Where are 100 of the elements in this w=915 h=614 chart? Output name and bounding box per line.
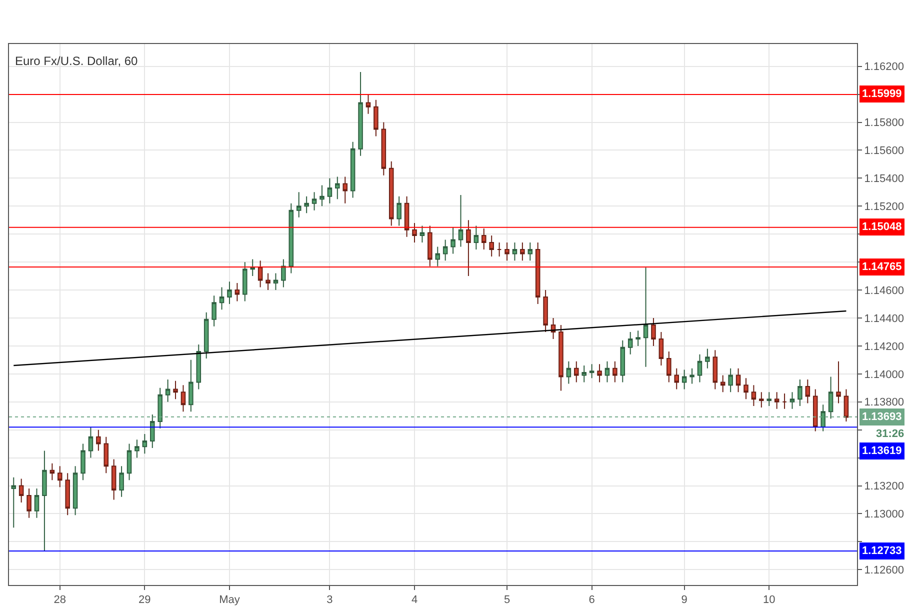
candlestick bbox=[250, 258, 255, 277]
candlestick bbox=[173, 380, 178, 400]
y-tick-label: 1.15200 bbox=[864, 201, 904, 214]
candlestick bbox=[342, 176, 348, 204]
candlestick bbox=[304, 196, 309, 214]
x-tick-label: May bbox=[219, 594, 240, 606]
candlestick bbox=[374, 99, 378, 137]
candlestick bbox=[34, 488, 40, 518]
candlestick bbox=[643, 267, 648, 368]
candlestick bbox=[682, 369, 687, 390]
candlestick bbox=[790, 392, 795, 410]
y-tick-label: 1.14200 bbox=[864, 340, 904, 353]
candlestick bbox=[165, 379, 170, 402]
candlestick bbox=[466, 220, 471, 277]
candlestick bbox=[658, 331, 664, 366]
candlestick bbox=[26, 488, 32, 518]
y-tick-label: 1.14000 bbox=[864, 368, 904, 381]
candlestick bbox=[327, 178, 332, 204]
candlestick bbox=[612, 360, 618, 383]
candlestick bbox=[481, 228, 486, 250]
candlestick bbox=[636, 330, 640, 346]
candlestick bbox=[651, 317, 656, 346]
candlestick bbox=[674, 368, 679, 390]
candlestick bbox=[666, 351, 672, 383]
candlestick bbox=[574, 360, 579, 383]
candlestick bbox=[805, 379, 810, 404]
candlestick bbox=[288, 202, 294, 274]
ref-line-label: 1.14765 bbox=[862, 261, 902, 273]
candlestick bbox=[728, 368, 733, 393]
candlestick bbox=[196, 344, 202, 390]
candlestick bbox=[543, 290, 548, 332]
candlestick bbox=[18, 478, 24, 504]
candlestick bbox=[705, 348, 710, 369]
candlestick bbox=[435, 246, 440, 267]
candlestick bbox=[504, 242, 510, 262]
candlestick bbox=[65, 472, 70, 516]
candlestick bbox=[296, 192, 302, 218]
candlestick bbox=[396, 196, 402, 226]
candlestick bbox=[404, 196, 410, 238]
candlestick bbox=[512, 242, 518, 262]
text: Euro Fx/U.S. Dollar, 60 bbox=[15, 54, 138, 68]
candlestick bbox=[158, 387, 162, 429]
candlestick bbox=[450, 226, 456, 254]
candlestick bbox=[358, 71, 363, 156]
candlestick bbox=[828, 376, 834, 420]
y-tick-label: 1.15800 bbox=[864, 117, 904, 130]
candlestick bbox=[219, 286, 224, 310]
candlestick bbox=[712, 350, 718, 390]
candlestick bbox=[104, 436, 109, 474]
candlestick bbox=[844, 388, 849, 422]
candlestick bbox=[119, 466, 124, 498]
x-tick-label: 29 bbox=[138, 594, 151, 606]
candlestick bbox=[535, 242, 540, 305]
candlestick bbox=[751, 384, 756, 407]
x-tick-label: 28 bbox=[54, 594, 66, 606]
candlestick bbox=[489, 235, 494, 257]
candlestick bbox=[697, 354, 702, 383]
x-tick-label: 4 bbox=[411, 594, 418, 606]
candlestick bbox=[242, 262, 248, 302]
candlestick bbox=[320, 184, 324, 207]
candlestick bbox=[604, 360, 610, 383]
candlestick bbox=[558, 324, 564, 392]
candlestick bbox=[620, 340, 626, 383]
candlestick bbox=[836, 360, 841, 404]
y-tick-label: 1.12600 bbox=[864, 564, 904, 576]
candlestick bbox=[428, 225, 432, 267]
text: 31:26 bbox=[876, 428, 904, 440]
candlestick bbox=[774, 392, 780, 410]
candlestick bbox=[812, 388, 818, 432]
ref-line-label: 1.13693 bbox=[862, 411, 902, 423]
candlestick bbox=[388, 160, 394, 226]
candlestick bbox=[150, 414, 155, 448]
candlestick bbox=[281, 258, 286, 288]
y-tick-label: 1.14400 bbox=[864, 312, 904, 325]
candlestick bbox=[227, 281, 232, 305]
candlestick bbox=[258, 260, 263, 288]
y-tick-label: 1.15400 bbox=[864, 173, 904, 186]
candlestick bbox=[736, 368, 741, 393]
candlestick bbox=[180, 384, 186, 412]
candlestick bbox=[474, 225, 479, 250]
ref-line-label: 1.15048 bbox=[862, 221, 902, 233]
candlestick bbox=[204, 312, 209, 360]
candlestick bbox=[720, 374, 726, 393]
candlestick bbox=[212, 295, 216, 327]
candlestick bbox=[111, 458, 116, 500]
candlestick bbox=[96, 429, 101, 452]
candlestick bbox=[496, 242, 502, 257]
candlestick bbox=[520, 242, 525, 262]
candlestick bbox=[57, 466, 62, 488]
candlestick bbox=[142, 434, 148, 454]
candlestick bbox=[80, 443, 86, 481]
candlestick bbox=[72, 466, 78, 516]
ref-line-label: 1.15999 bbox=[862, 88, 902, 100]
candlestick bbox=[744, 378, 748, 400]
candlestick bbox=[458, 194, 464, 248]
candlestick bbox=[381, 122, 386, 176]
y-tick-label: 1.13800 bbox=[864, 396, 904, 409]
candlestick bbox=[782, 392, 787, 410]
candlestick bbox=[50, 462, 55, 481]
candlestick bbox=[273, 272, 278, 291]
